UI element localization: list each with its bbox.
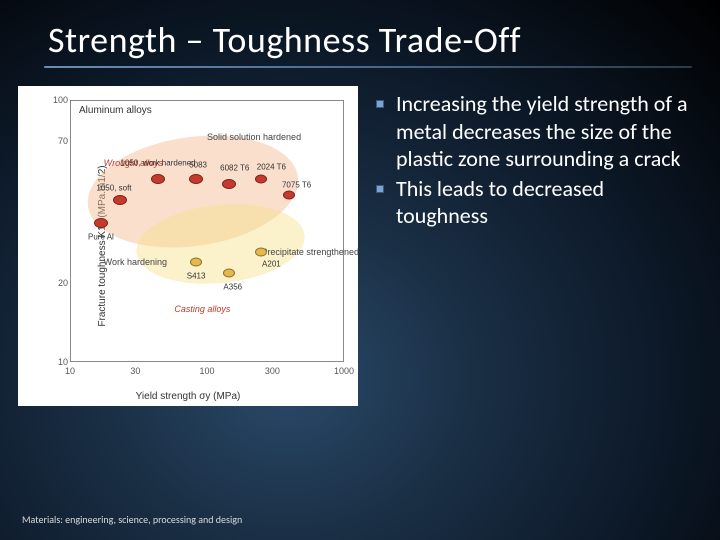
chart-point [222,179,236,189]
chart-point-label: Pure Al [88,233,114,242]
chart-region-label: Precipitate strengthened [261,247,359,257]
chart-point-label: S413 [187,272,206,281]
chart-point-label: 5083 [189,161,207,170]
chart-point [255,175,267,184]
chart-point-label: A201 [262,259,281,268]
x-axis-label: Yield strength σy (MPa) [136,391,241,402]
content-row: Fracture toughness K1c (MPa.m1/2) Yield … [0,68,720,406]
chart-point [283,190,295,199]
chart-region-label: Casting alloys [174,304,230,314]
slide-title: Strength – Toughness Trade-Off [0,0,720,66]
chart-plot-area: Aluminum alloys Wrought alloysSolid solu… [70,100,344,362]
footer-citation: Materials: engineering, science, process… [22,513,242,526]
y-tick: 100 [52,95,68,105]
chart-point [255,247,267,256]
chart-point-label: 2024 T6 [257,163,286,172]
chart-point [113,195,127,205]
chart-point-label: 6082 T6 [220,164,249,173]
chart-point-label: 7075 T6 [282,180,311,189]
bullet-text: This leads to decreased toughness [396,175,696,230]
chart-point-label: A356 [223,282,242,291]
x-tick: 100 [199,366,214,376]
bullet-icon [376,185,384,193]
bullet-item: Increasing the yield strength of a metal… [376,90,696,173]
bullet-list: Increasing the yield strength of a metal… [376,86,696,406]
chart-region-label: Solid solution hardened [207,132,301,142]
chart-inner-title: Aluminum alloys [79,105,152,116]
chart-point [151,174,165,184]
bullet-item: This leads to decreased toughness [376,175,696,230]
chart-point-label: 1050, work hardened [120,159,195,168]
x-tick: 1000 [334,366,354,376]
bullet-text: Increasing the yield strength of a metal… [396,90,696,173]
x-tick: 10 [65,366,75,376]
x-tick: 30 [130,366,140,376]
chart-panel: Fracture toughness K1c (MPa.m1/2) Yield … [18,86,358,406]
y-tick: 20 [52,278,68,288]
chart-point [190,258,202,267]
chart-point [223,268,235,277]
y-tick: 70 [52,136,68,146]
x-tick: 300 [265,366,280,376]
bullet-icon [376,100,384,108]
chart-point-label: 1050, soft [96,183,131,192]
chart-point [94,218,108,228]
chart-point [189,174,203,184]
chart-region-label: Work hardening [104,257,167,267]
